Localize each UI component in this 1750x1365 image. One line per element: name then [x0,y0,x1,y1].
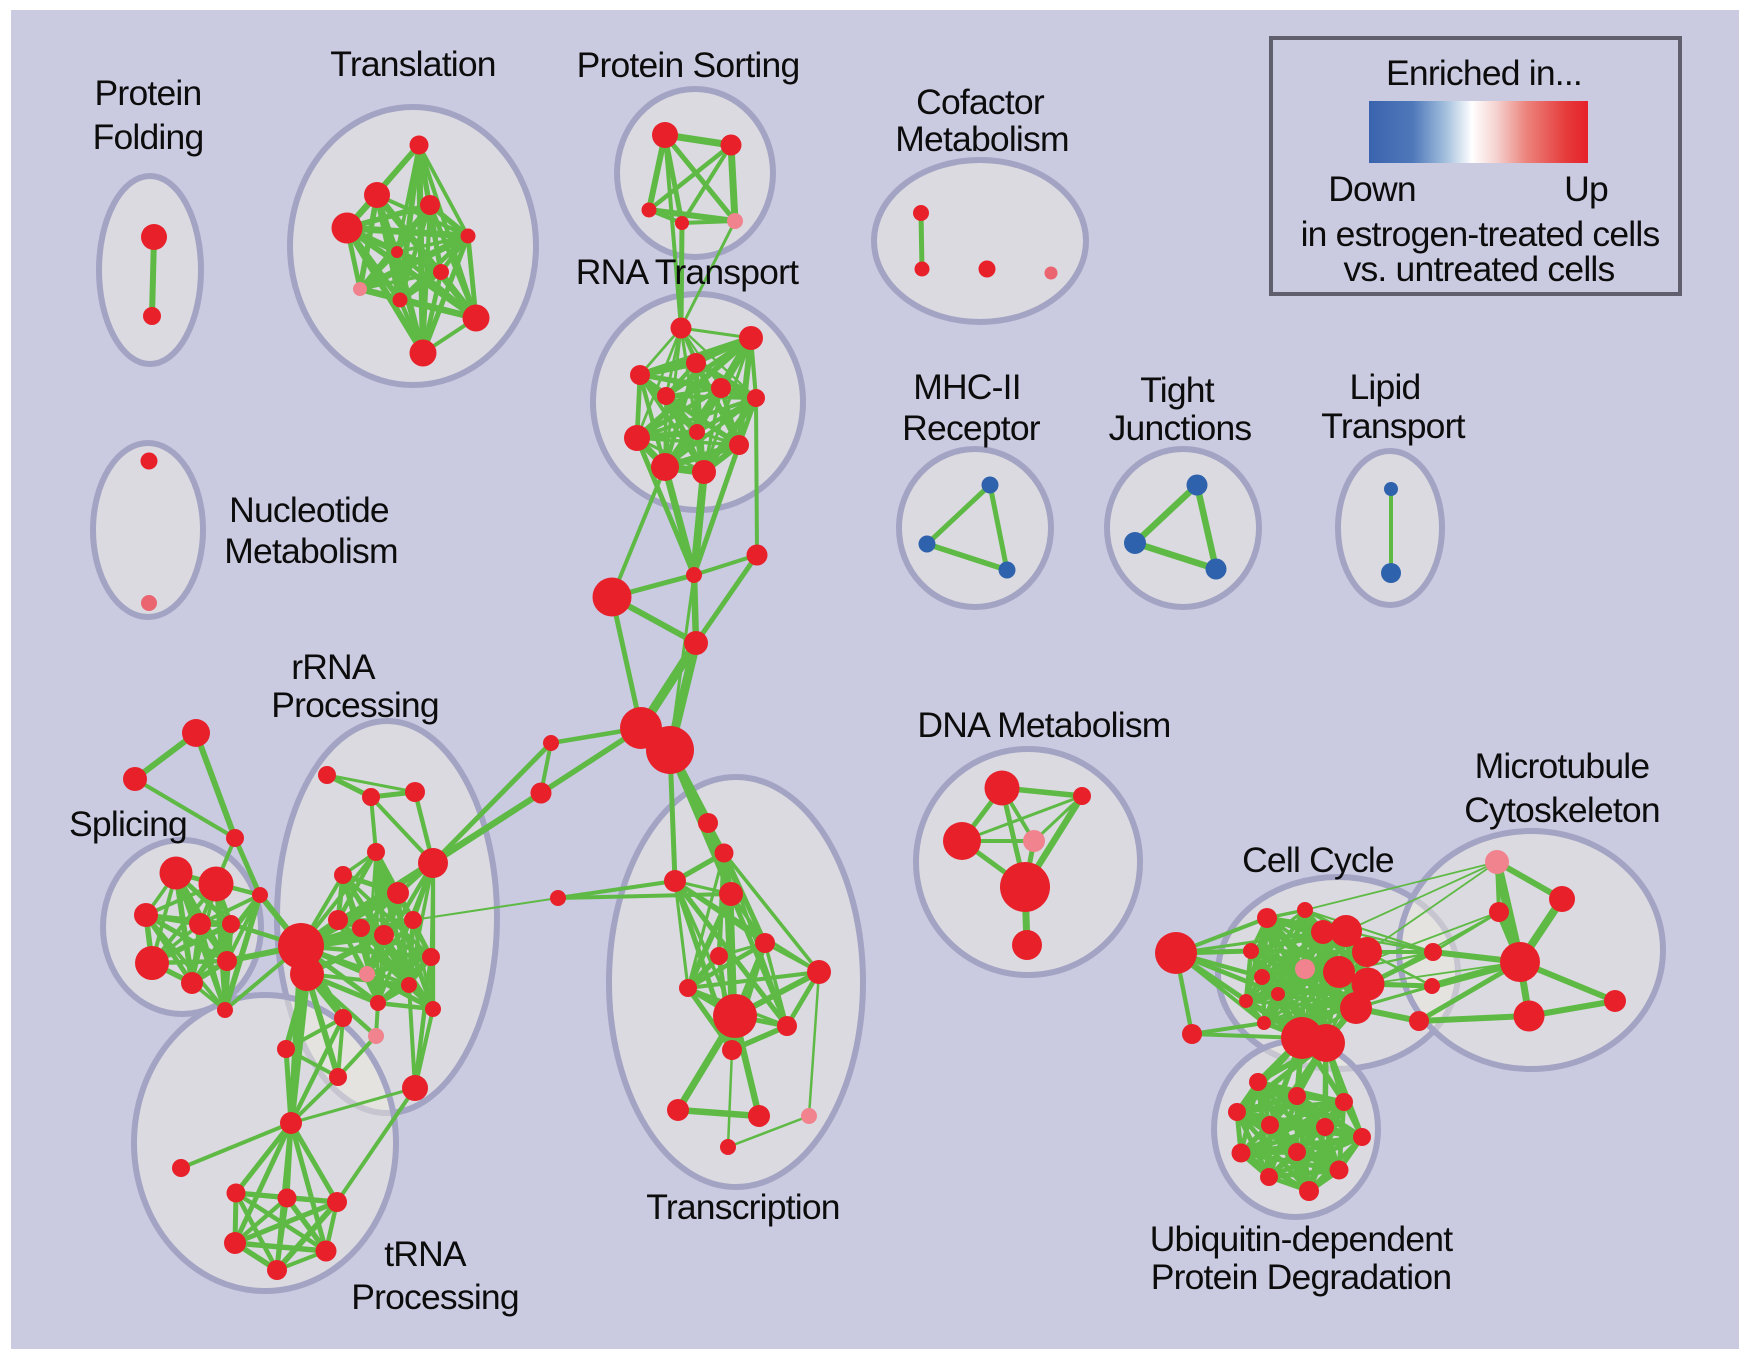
svg-text:Translation: Translation [330,44,496,84]
svg-text:Protein Degradation: Protein Degradation [1151,1257,1452,1297]
svg-text:Cell Cycle: Cell Cycle [1242,840,1394,880]
svg-text:Transport: Transport [1321,406,1465,446]
svg-text:Nucleotide: Nucleotide [229,490,389,530]
svg-text:MHC-II: MHC-II [913,367,1021,407]
svg-text:Folding: Folding [93,117,204,157]
svg-text:Enriched in...: Enriched in... [1386,53,1582,93]
svg-text:Tight: Tight [1140,370,1215,410]
svg-text:tRNA: tRNA [384,1234,467,1274]
svg-text:Ubiquitin-dependent: Ubiquitin-dependent [1150,1219,1454,1259]
svg-text:Junctions: Junctions [1109,408,1252,448]
svg-text:in estrogen-treated cells: in estrogen-treated cells [1301,214,1660,254]
svg-text:Protein Sorting: Protein Sorting [577,45,800,85]
svg-text:Metabolism: Metabolism [895,119,1069,159]
svg-text:vs. untreated cells: vs. untreated cells [1344,249,1615,289]
svg-text:Cytoskeleton: Cytoskeleton [1464,790,1660,830]
svg-text:Cofactor: Cofactor [916,82,1045,122]
svg-text:Protein: Protein [95,73,202,113]
svg-text:DNA Metabolism: DNA Metabolism [917,705,1170,745]
svg-text:Processing: Processing [271,685,439,725]
svg-text:Down: Down [1328,169,1416,209]
svg-text:Transcription: Transcription [646,1187,839,1227]
svg-text:Processing: Processing [351,1277,519,1317]
svg-text:RNA Transport: RNA Transport [576,252,799,292]
svg-text:Lipid: Lipid [1349,367,1420,407]
svg-text:Receptor: Receptor [902,408,1041,448]
svg-text:Up: Up [1564,169,1608,209]
svg-text:rRNA: rRNA [291,647,376,687]
svg-text:Microtubule: Microtubule [1475,746,1650,786]
svg-text:Splicing: Splicing [69,804,187,844]
svg-text:Metabolism: Metabolism [224,531,398,571]
